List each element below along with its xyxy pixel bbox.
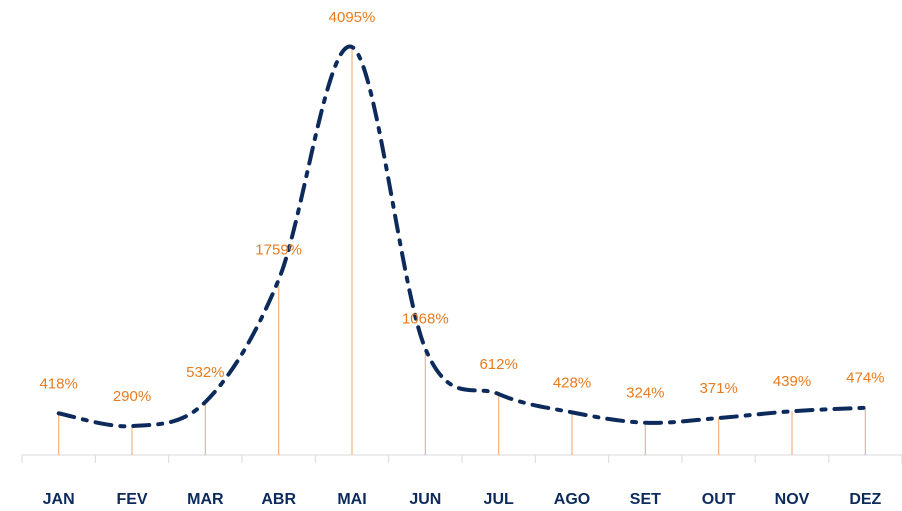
data-label: 532%: [186, 364, 224, 381]
data-label: 474%: [846, 370, 884, 387]
x-tick-label: JAN: [43, 491, 75, 508]
x-tick-label: FEV: [116, 491, 147, 508]
x-tick-label: AGO: [554, 491, 590, 508]
data-label: 290%: [113, 388, 151, 405]
x-tick-label: MAI: [337, 491, 366, 508]
x-tick-label: SET: [630, 491, 661, 508]
data-label: 371%: [699, 380, 737, 397]
x-tick-label: MAR: [187, 491, 224, 508]
data-label: 612%: [479, 356, 517, 373]
x-tick-label: OUT: [702, 491, 736, 508]
data-label: 324%: [626, 385, 664, 402]
x-tick-label: JUN: [409, 491, 441, 508]
data-label: 1068%: [402, 311, 449, 328]
x-tick-label: NOV: [775, 491, 810, 508]
data-label: 418%: [39, 375, 77, 392]
x-tick-label: JUL: [484, 491, 514, 508]
x-tick-label: DEZ: [849, 491, 881, 508]
data-label: 1759%: [255, 242, 302, 259]
data-label: 428%: [553, 374, 591, 391]
line: [56, 44, 868, 429]
data-label: 439%: [773, 373, 811, 390]
data-label: 4095%: [329, 9, 376, 26]
x-tick-label: ABR: [261, 491, 296, 508]
